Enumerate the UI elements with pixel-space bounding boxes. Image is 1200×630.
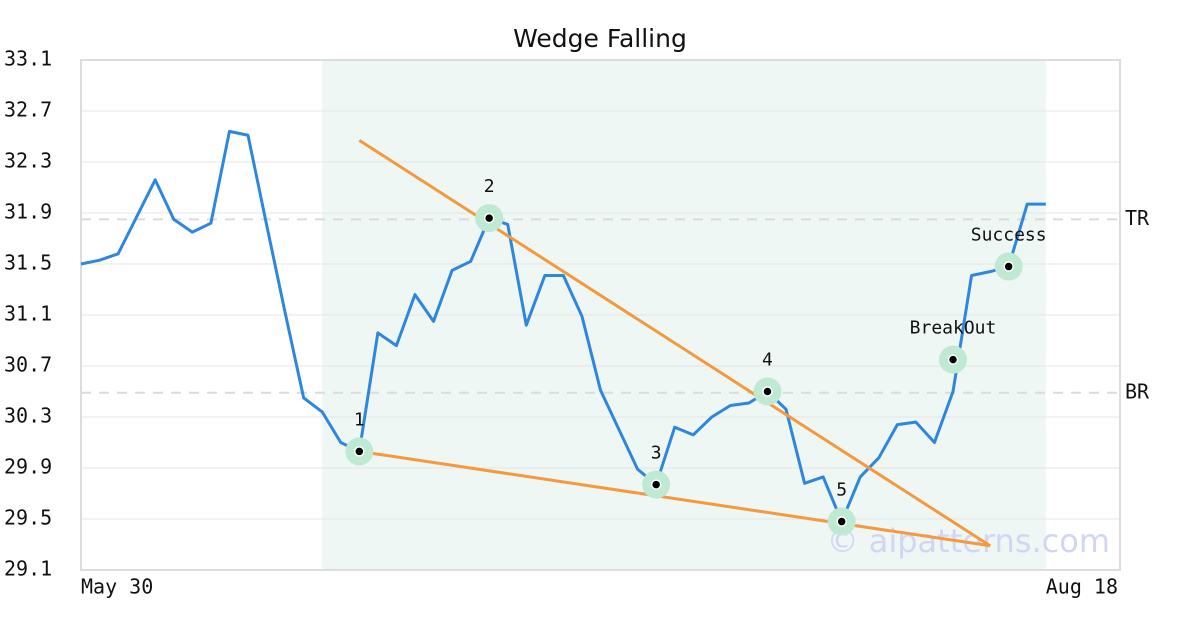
x-tick-label: Aug 18 — [1046, 575, 1118, 599]
y-tick-label: 29.9 — [4, 455, 52, 479]
reference-label: TR — [1125, 206, 1150, 230]
point-dot — [836, 516, 847, 527]
point-dot — [483, 212, 495, 224]
point-label: 2 — [484, 176, 495, 197]
point-label: 3 — [651, 443, 662, 464]
y-tick-label: 29.5 — [4, 506, 52, 530]
price-line — [80, 129, 1046, 524]
point-dot — [762, 386, 773, 397]
y-tick-label: 31.9 — [4, 200, 52, 224]
y-tick-label: 29.1 — [4, 557, 52, 581]
point-dot — [354, 446, 365, 457]
x-tick-label: May 30 — [81, 575, 153, 599]
point-label: BreakOut — [910, 318, 997, 339]
chart-title: Wedge Falling — [513, 24, 687, 53]
trend-line — [359, 449, 991, 548]
y-tick-label: 32.7 — [4, 98, 52, 122]
plot-frame — [80, 59, 1121, 571]
point-label: 4 — [762, 350, 773, 371]
y-tick-label: 31.1 — [4, 302, 52, 326]
y-tick-label: 32.3 — [4, 149, 52, 173]
y-tick-label: 33.1 — [4, 47, 52, 71]
trend-line — [358, 139, 991, 548]
y-tick-label: 30.7 — [4, 353, 52, 377]
point-dot — [1003, 261, 1014, 272]
y-tick-label: 30.3 — [4, 404, 52, 428]
point-label: 5 — [836, 480, 847, 501]
point-dot — [650, 479, 662, 490]
point-dot — [947, 354, 959, 365]
point-label: 1 — [354, 409, 365, 430]
y-tick-label: 31.5 — [4, 251, 52, 275]
point-label: Success — [971, 225, 1047, 246]
reference-label: BR — [1125, 379, 1150, 403]
